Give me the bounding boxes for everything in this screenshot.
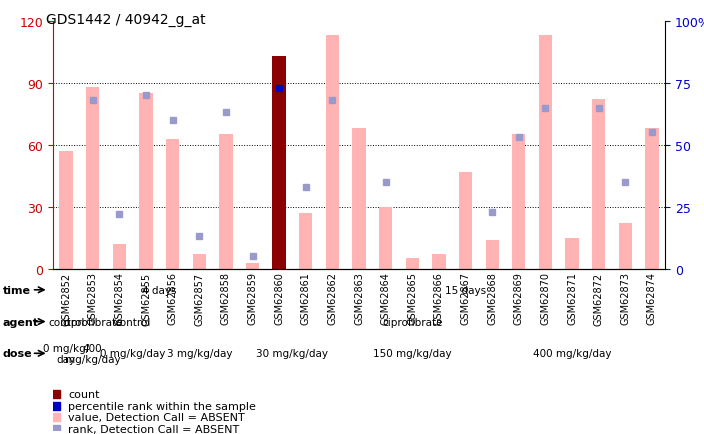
Bar xyxy=(59,151,73,269)
Text: 400 mg/kg/day: 400 mg/kg/day xyxy=(533,349,611,358)
Text: 0 mg/kg/day: 0 mg/kg/day xyxy=(100,349,165,358)
Bar xyxy=(219,135,232,269)
Bar xyxy=(406,259,419,269)
Bar xyxy=(459,172,472,269)
Bar xyxy=(193,255,206,269)
Bar xyxy=(539,36,552,269)
Text: percentile rank within the sample: percentile rank within the sample xyxy=(68,401,256,411)
Text: time: time xyxy=(3,285,31,295)
Bar xyxy=(246,263,259,269)
Bar xyxy=(272,57,286,269)
Text: 30 mg/kg/day: 30 mg/kg/day xyxy=(256,349,329,358)
Text: 0 mg/kg/
day: 0 mg/kg/ day xyxy=(43,343,89,364)
Bar xyxy=(166,139,180,269)
Bar xyxy=(592,100,605,269)
Text: count: count xyxy=(68,389,99,399)
Text: value, Detection Call = ABSENT: value, Detection Call = ABSENT xyxy=(68,413,245,422)
Text: dose: dose xyxy=(3,349,32,358)
Bar xyxy=(86,88,99,269)
Text: 15 days: 15 days xyxy=(445,285,486,295)
Text: 3 mg/kg/day: 3 mg/kg/day xyxy=(167,349,232,358)
Text: 400
mg/kg/day: 400 mg/kg/day xyxy=(65,343,120,364)
Bar xyxy=(139,94,153,269)
Bar xyxy=(646,129,659,269)
Text: control: control xyxy=(48,317,84,327)
Text: agent: agent xyxy=(3,317,39,327)
Bar xyxy=(512,135,525,269)
Bar xyxy=(565,238,579,269)
Bar xyxy=(299,214,313,269)
Bar xyxy=(353,129,365,269)
Text: 150 mg/kg/day: 150 mg/kg/day xyxy=(373,349,451,358)
Bar xyxy=(326,36,339,269)
Text: control: control xyxy=(115,317,151,327)
Bar xyxy=(379,207,392,269)
Text: GDS1442 / 40942_g_at: GDS1442 / 40942_g_at xyxy=(46,13,206,27)
Text: ciprofibrate: ciprofibrate xyxy=(63,317,123,327)
Bar xyxy=(486,240,499,269)
Bar xyxy=(619,224,632,269)
Bar xyxy=(113,244,126,269)
Bar xyxy=(432,255,446,269)
Text: 4 days: 4 days xyxy=(142,285,177,295)
Text: rank, Detection Call = ABSENT: rank, Detection Call = ABSENT xyxy=(68,424,239,434)
Text: ciprofibrate: ciprofibrate xyxy=(382,317,443,327)
